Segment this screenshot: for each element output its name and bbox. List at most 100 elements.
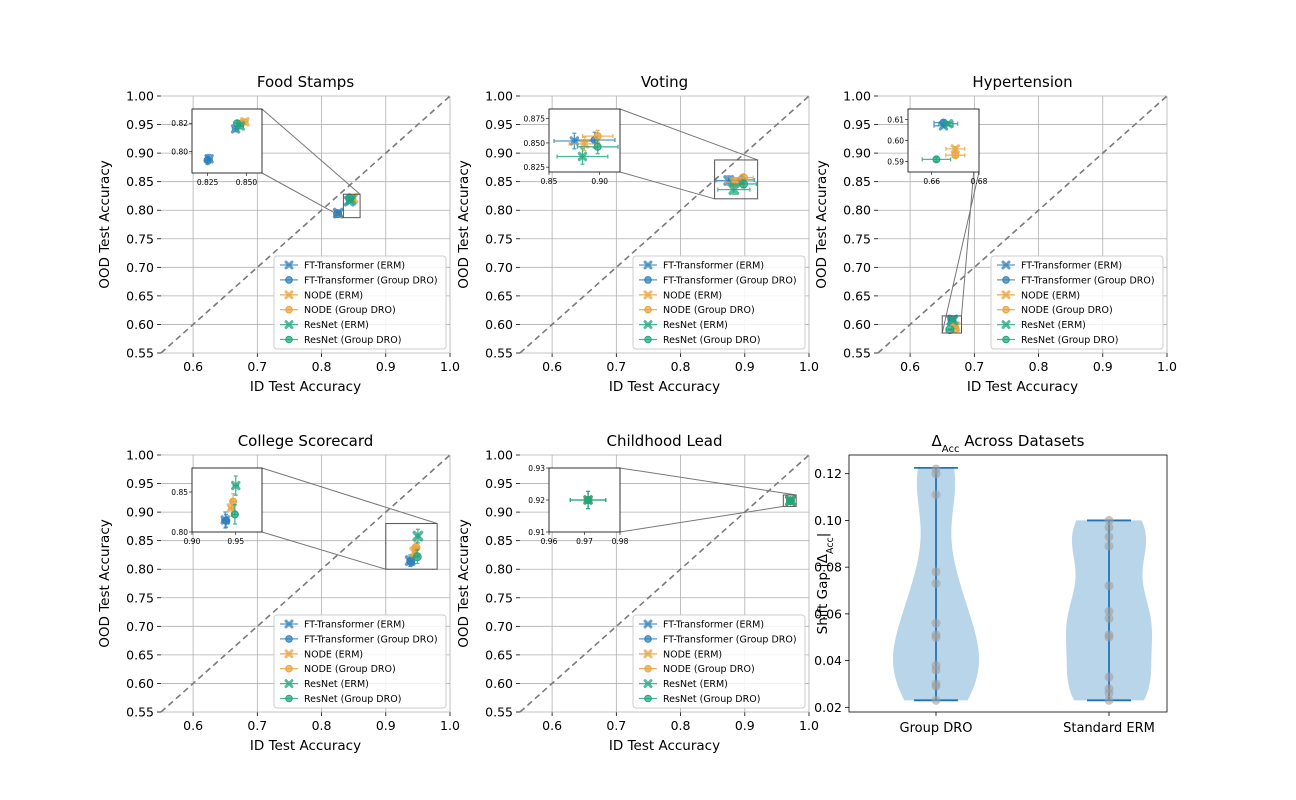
inset-x-tick-label: 0.66 (923, 177, 940, 186)
legend-label: FT-Transformer (ERM) (1021, 261, 1122, 272)
y-tick-label: 0.65 (485, 288, 513, 303)
y-axis-label: OOD Test Accuracy (814, 160, 830, 288)
violin-data-point (1104, 630, 1114, 640)
inset-y-tick-label: 0.91 (528, 528, 545, 537)
violin-data-point (1104, 614, 1114, 624)
scatter-panel-3: Hypertension 0.6 0.7 0.8 0.9 1.0 0.55 0.60 0.65 0… (814, 73, 1177, 395)
title-delta: Δ (932, 432, 943, 450)
y-axis-label: OOD Test Accuracy (456, 519, 472, 647)
x-tick-label: 0.7 (606, 359, 626, 374)
violin-data-point (1104, 684, 1114, 694)
legend: FT-Transformer (ERM) FT-Transformer (Grou… (273, 614, 447, 709)
violin-data-point (1104, 581, 1114, 591)
inset-y-tick-label: 0.82 (171, 119, 188, 128)
x-tick-label: 0.6 (542, 359, 562, 374)
diagonal-reference-line (160, 95, 451, 354)
diagonal-reference-line (160, 454, 451, 713)
zoom-region-box (782, 494, 797, 507)
inset-y-tick-label: 0.825 (524, 163, 546, 172)
y-tick-label: 0.70 (126, 619, 154, 634)
inset-plot: 0.66 0.68 0.59 0.60 0.61 (887, 108, 988, 186)
violin-data-point (931, 464, 941, 474)
inset-frame (191, 108, 263, 174)
y-tick-label: 0.75 (485, 231, 513, 246)
data-point (412, 552, 422, 562)
legend-label: NODE (Group DRO) (304, 305, 396, 316)
y-axis-label: OOD Test Accuracy (97, 160, 113, 288)
legend-label: FT-Transformer (ERM) (304, 620, 405, 631)
legend-marker (285, 694, 293, 703)
x-axis-label: ID Test Accuracy (609, 738, 720, 754)
legend-box (273, 255, 447, 350)
title-rest: Across Datasets (959, 432, 1084, 450)
zoom-connector-lines (261, 108, 361, 219)
ylabel-main: Shift Gap |Δ (815, 553, 831, 634)
y-tick-label: 0.80 (485, 562, 513, 577)
legend-marker (285, 664, 293, 673)
panel-title: Hypertension (972, 73, 1072, 91)
zoom-connector-lines (619, 467, 797, 533)
y-tick-label: 0.95 (126, 117, 154, 132)
legend-box (273, 614, 447, 709)
legend-marker (284, 679, 294, 689)
inset-y-tick-label: 0.93 (528, 464, 545, 473)
x-tick-label: 0.8 (1029, 359, 1049, 374)
legend-marker (643, 260, 653, 270)
inset-x-tick-label: 0.85 (541, 177, 558, 186)
legend: FT-Transformer (ERM) FT-Transformer (Grou… (990, 255, 1164, 350)
y-tick-label: 0.95 (485, 117, 513, 132)
x-tick-label: 0.7 (247, 718, 267, 733)
inset-y-tick-label: 0.59 (887, 158, 904, 167)
legend-label: FT-Transformer (ERM) (663, 261, 764, 272)
x-axis-label: ID Test Accuracy (250, 379, 361, 395)
inset-x-tick-label: 0.90 (591, 177, 608, 186)
y-tick-label: 1.00 (126, 89, 154, 104)
y-tick-label: 0.04 (814, 653, 842, 668)
panel-title: Childhood Lead (606, 432, 722, 450)
scatter-panel-2: Voting 0.6 0.7 0.8 0.9 1.0 0.55 0.60 0.65 0.70 0.7… (456, 73, 819, 395)
y-tick-label: 0.80 (485, 203, 513, 218)
y-tick-label: 1.00 (485, 448, 513, 463)
legend-label: NODE (Group DRO) (663, 305, 755, 316)
violin-data-point (1104, 515, 1114, 525)
panel-title: Food Stamps (257, 73, 354, 91)
x-tick-label: 0.6 (183, 718, 203, 733)
y-tick-label: 0.55 (485, 705, 513, 720)
y-tick-label: 0.55 (843, 346, 871, 361)
zoom-connector-lines (261, 467, 438, 570)
legend-marker (644, 664, 652, 673)
legend-label: ResNet (ERM) (304, 679, 369, 690)
inset-x-tick-label: 0.98 (612, 537, 629, 546)
legend-marker (1002, 276, 1010, 284)
inset-data-point (203, 156, 212, 165)
violin-data-point (1104, 522, 1114, 532)
legend-label: ResNet (Group DRO) (304, 335, 401, 346)
violin-data-point (1104, 607, 1114, 617)
legend-label: ResNet (Group DRO) (1021, 335, 1118, 346)
x-tick-label: 0.6 (900, 359, 920, 374)
inset-data-point (932, 155, 941, 164)
data-point (728, 184, 740, 196)
y-tick-label: 0.80 (843, 203, 871, 218)
x-tick-label: 0.7 (964, 359, 984, 374)
legend: FT-Transformer (ERM) FT-Transformer (Grou… (632, 255, 806, 350)
legend-label: FT-Transformer (ERM) (304, 261, 405, 272)
legend-marker (285, 335, 293, 344)
title-subscript: Acc (942, 444, 960, 455)
inset-plot: 0.825 0.850 0.80 0.82 (171, 108, 263, 187)
y-tick-label: 0.08 (814, 560, 842, 575)
violin-data-point (931, 567, 941, 577)
scatter-panel-4: College Scorecard 0.6 0.7 0.8 0.9 1.0 0.55 0.60… (97, 432, 460, 754)
legend-box (990, 255, 1164, 350)
y-tick-label: 0.70 (485, 619, 513, 634)
y-tick-label: 0.80 (126, 203, 154, 218)
legend-label: ResNet (ERM) (1021, 320, 1086, 331)
y-tick-label: 0.06 (814, 606, 842, 621)
scatter-panel-5: Childhood Lead 0.6 0.7 0.8 0.9 1.0 0.55 0.60 0.6… (456, 432, 819, 754)
y-axis-label: OOD Test Accuracy (456, 160, 472, 288)
inset-plot: 0.96 0.97 0.98 0.91 0.92 0.93 (528, 464, 628, 546)
inset-data-point (229, 497, 238, 506)
legend-label: NODE (Group DRO) (663, 664, 755, 675)
inset-x-tick-label: 0.68 (971, 177, 988, 186)
zoom-region-box (342, 193, 361, 219)
